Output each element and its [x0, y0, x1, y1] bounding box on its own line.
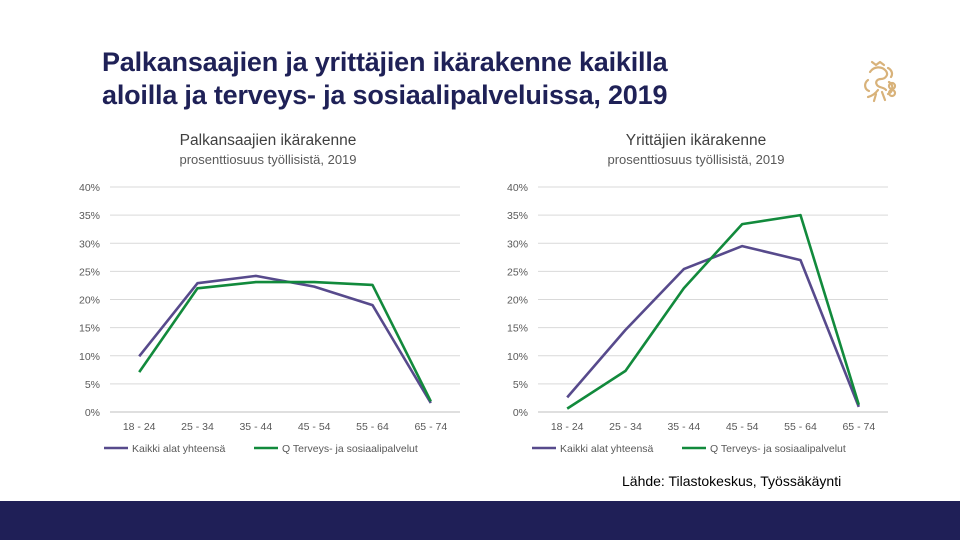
x-tick-label: 45 - 54	[726, 421, 759, 433]
footer-bar	[0, 501, 960, 540]
y-tick-label: 20%	[79, 295, 100, 307]
chart-title: Palkansaajien ikärakenne	[179, 132, 357, 149]
x-tick-label: 65 - 74	[842, 421, 875, 433]
x-tick-label: 55 - 64	[356, 421, 389, 433]
legend-label: Q Terveys- ja sosiaalipalvelut	[282, 443, 418, 455]
y-tick-label: 15%	[507, 323, 528, 335]
series-line-2	[138, 280, 432, 402]
y-tick-label: 5%	[513, 379, 528, 391]
x-tick-label: 25 - 34	[181, 421, 214, 433]
x-tick-label: 18 - 24	[551, 421, 584, 433]
y-tick-label: 25%	[507, 266, 528, 278]
y-tick-label: 25%	[79, 266, 100, 278]
y-tick-label: 0%	[85, 407, 100, 419]
x-tick-label: 18 - 24	[123, 421, 156, 433]
legend-label: Kaikki alat yhteensä	[560, 443, 654, 455]
y-tick-label: 30%	[507, 238, 528, 250]
chart-title: Yrittäjien ikärakenne	[625, 132, 767, 149]
chart-subtitle: prosenttiosuus työllisistä, 2019	[179, 152, 357, 167]
x-tick-label: 55 - 64	[784, 421, 817, 433]
chart-plot-area: 0% 5% 10% 15% 20% 25% 30% 35% 40% 18 - 24 25 - 34 3…	[79, 182, 460, 455]
legend-label: Kaikki alat yhteensä	[132, 443, 226, 455]
chart-plot-area: 0% 5% 10% 15% 20% 25% 30% 35% 40% 18 - 24 25 - 34 3…	[507, 182, 888, 455]
y-tick-label: 40%	[79, 182, 100, 194]
legend-label: Q Terveys- ja sosiaalipalvelut	[710, 443, 846, 455]
y-tick-label: 15%	[79, 323, 100, 335]
x-tick-label: 45 - 54	[298, 421, 331, 433]
source-note: Lähde: Tilastokeskus, Työssäkäynti	[622, 473, 842, 489]
chart-palkansaajat: Palkansaajien ikärakenne prosenttiosuus …	[58, 128, 478, 473]
x-tick-label: 35 - 44	[667, 421, 700, 433]
chart-subtitle: prosenttiosuus työllisistä, 2019	[607, 152, 785, 167]
slide-title-line-2: aloilla ja terveys- ja sosiaalipalveluis…	[102, 80, 668, 110]
series-line-2	[566, 213, 861, 410]
y-tick-label: 0%	[513, 407, 528, 419]
y-tick-label: 20%	[507, 295, 528, 307]
y-tick-label: 40%	[507, 182, 528, 194]
y-tick-label: 35%	[79, 210, 100, 222]
lion-emblem-icon	[864, 60, 897, 103]
x-tick-label: 65 - 74	[414, 421, 447, 433]
x-tick-label: 25 - 34	[609, 421, 642, 433]
series-line-1	[566, 244, 861, 408]
x-tick-label: 35 - 44	[239, 421, 272, 433]
slide-title-line-1: Palkansaajien ja yrittäjien ikärakenne k…	[102, 47, 668, 77]
y-tick-label: 10%	[507, 351, 528, 363]
chart-yrittajat: Yrittäjien ikärakenne prosenttiosuus työ…	[486, 128, 906, 473]
y-tick-label: 30%	[79, 238, 100, 250]
y-tick-label: 10%	[79, 351, 100, 363]
y-tick-label: 5%	[85, 379, 100, 391]
slide-title: Palkansaajien ja yrittäjien ikärakenne k…	[102, 46, 862, 112]
y-tick-label: 35%	[507, 210, 528, 222]
